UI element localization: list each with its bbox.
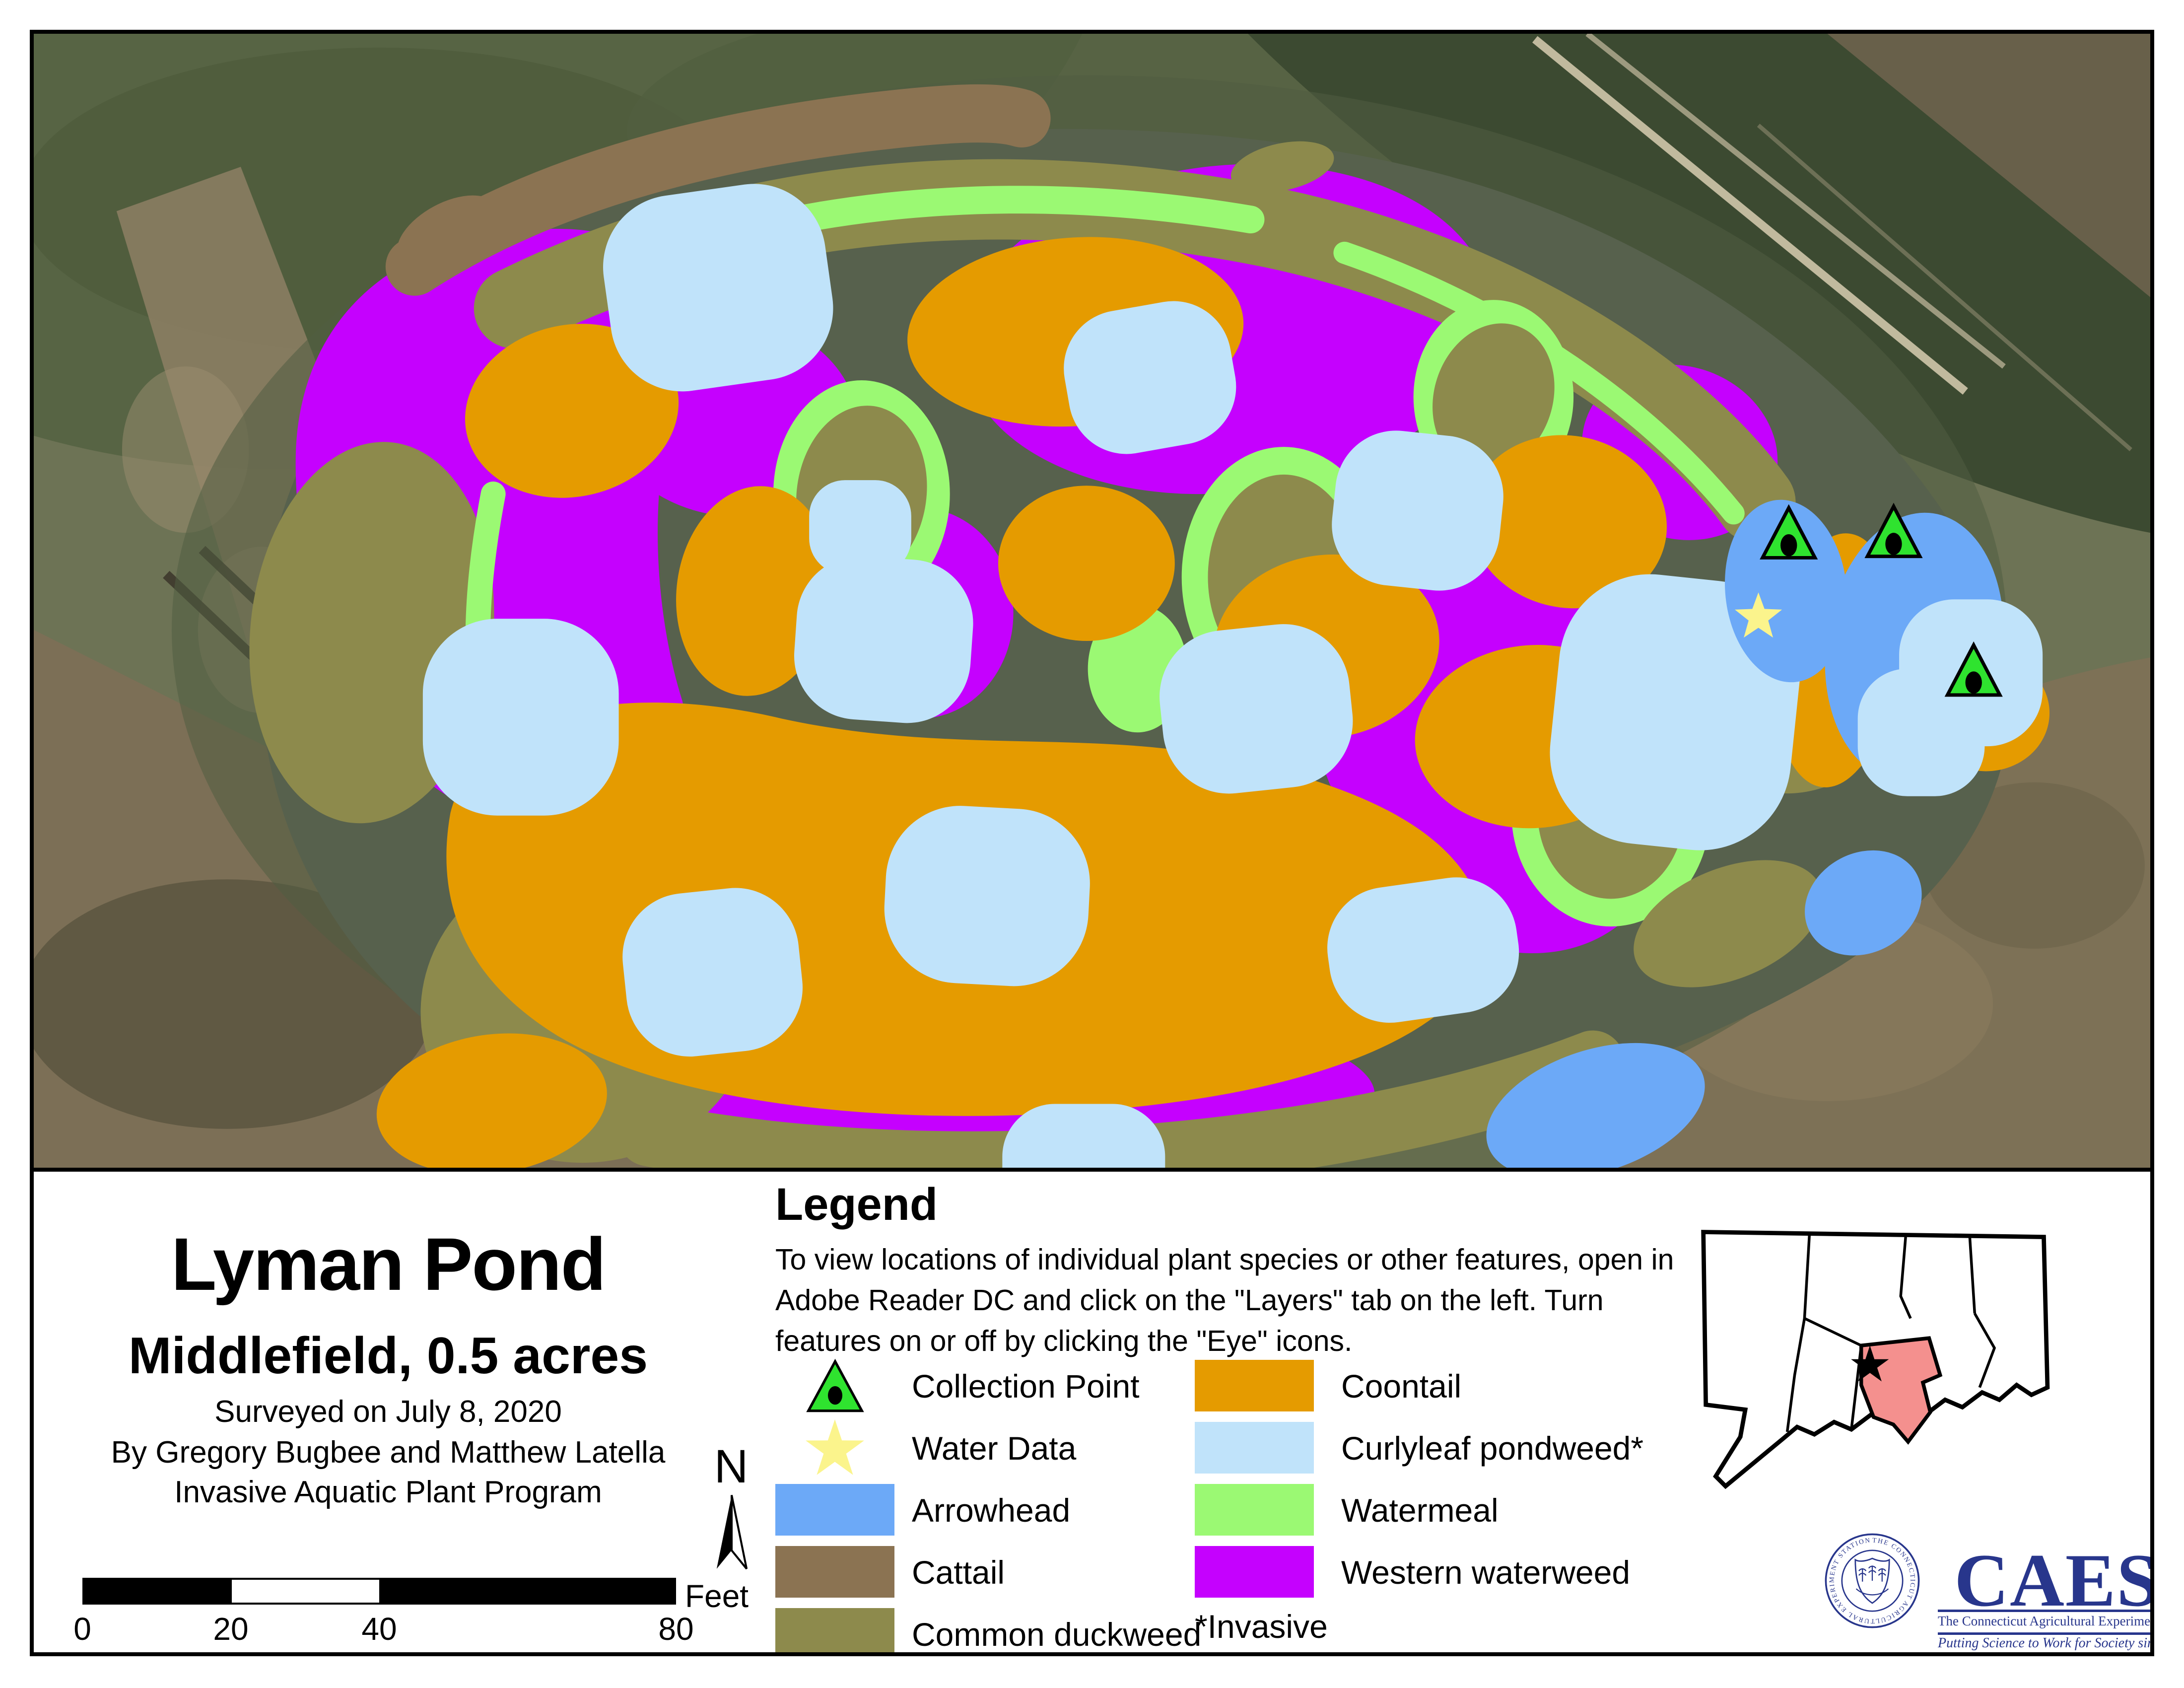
seal-trees	[1855, 1565, 1889, 1596]
arrowhead-swatch	[775, 1484, 894, 1536]
curlyleaf-pondweed-swatch	[1195, 1422, 1314, 1474]
collection-point-icon	[775, 1358, 894, 1413]
ct-highlighted-town	[1859, 1336, 1943, 1445]
scale-tick-40: 40	[361, 1611, 397, 1647]
caes-rule	[1938, 1632, 2150, 1635]
scale-unit-label: Feet	[685, 1578, 749, 1614]
common-duckweed-swatch	[775, 1608, 894, 1652]
legend-item-water-data: Water Data	[775, 1419, 1321, 1476]
caes-rule	[1938, 1610, 2150, 1612]
legend-item-arrowhead: Arrowhead	[775, 1483, 1321, 1538]
north-label: N	[714, 1440, 749, 1493]
caes-seal-icon: THE CONNECTICUT AGRICULTURAL EXPERIMENT …	[1825, 1533, 1920, 1628]
western-waterweed-swatch	[1195, 1546, 1314, 1598]
pond-aerial-map	[34, 34, 2150, 1172]
watermeal-swatch	[1195, 1484, 1314, 1536]
legend-item-western-waterweed: Western waterweed	[1195, 1545, 1741, 1600]
ct-county-lines	[1785, 1234, 1996, 1432]
legend-item-watermeal: Watermeal	[1195, 1483, 1741, 1538]
scale-bar-segment	[84, 1580, 232, 1603]
map-info-panel: Lyman Pond Middlefield, 0.5 acres Survey…	[34, 1172, 2150, 1652]
legend-heading: Legend	[775, 1179, 938, 1230]
sheet-frame: Lyman Pond Middlefield, 0.5 acres Survey…	[30, 30, 2154, 1656]
layer-cattail	[385, 84, 1051, 296]
caes-name: The Connecticut Agricultural Experiment …	[1938, 1614, 2150, 1628]
scale-bar	[82, 1578, 676, 1605]
connecticut-locator-map: ★	[1701, 1230, 2050, 1489]
page-subtitle: Middlefield, 0.5 acres	[128, 1327, 648, 1385]
scale-tick-20: 20	[213, 1611, 249, 1647]
invasive-note: *Invasive	[1195, 1608, 1328, 1645]
layer-curlyleaf	[422, 184, 1800, 1168]
legend-item-common-duckweed: Common duckweed	[775, 1607, 1321, 1652]
page-title: Lyman Pond	[171, 1222, 607, 1306]
road-line	[1757, 124, 2132, 451]
north-arrow-icon	[716, 1495, 748, 1570]
legend-item-collection-point: Collection Point	[775, 1358, 1321, 1413]
coontail-swatch	[1195, 1360, 1314, 1411]
legend-item-curlyleaf-pondweed: Curlyleaf pondweed*	[1195, 1421, 1741, 1476]
caes-acronym: CAES	[1954, 1539, 2150, 1622]
water-data-star-icon	[775, 1419, 894, 1476]
scale-tick-0: 0	[73, 1611, 91, 1647]
road-line	[1532, 36, 1968, 395]
caes-tagline: Putting Science to Work for Society sinc…	[1938, 1635, 2150, 1651]
legend-item-cattail: Cattail	[775, 1545, 1321, 1600]
ct-location-star: ★	[1848, 1337, 1892, 1392]
cattail-swatch	[775, 1546, 894, 1598]
survey-date: Surveyed on July 8, 2020	[214, 1395, 562, 1429]
pond-map-svg	[34, 34, 2150, 1168]
scale-tick-80: 80	[658, 1611, 694, 1647]
scale-bar-segment	[379, 1580, 674, 1603]
survey-authors: By Gregory Bugbee and Matthew Latella	[111, 1435, 666, 1470]
road-line	[1585, 34, 2006, 369]
legend-item-coontail: Coontail	[1195, 1359, 1741, 1413]
survey-program: Invasive Aquatic Plant Program	[174, 1475, 602, 1509]
legend-instructions: To view locations of individual plant sp…	[775, 1243, 1674, 1357]
layer-arrowhead	[1486, 499, 2050, 1168]
